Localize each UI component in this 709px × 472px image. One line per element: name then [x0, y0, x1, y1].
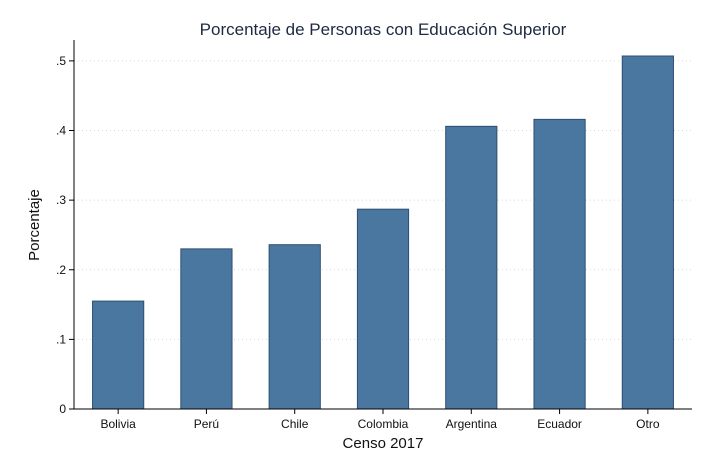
- bars: [92, 55, 674, 410]
- y-tick-label: .1: [56, 332, 66, 346]
- y-axis-ticks: 0 .1 .2 .3 .4 .5: [56, 54, 74, 416]
- y-tick-label: .4: [56, 124, 66, 138]
- x-tick-label: Chile: [281, 417, 309, 431]
- x-tick-label: Bolivia: [100, 417, 136, 431]
- x-tick-label: Colombia: [358, 417, 409, 431]
- chart-title: Porcentaje de Personas con Educación Sup…: [200, 20, 567, 39]
- x-axis-ticks: Bolivia Perú Chile Colombia Argentina Ecuador…: [100, 409, 660, 431]
- y-tick-label: .3: [56, 193, 66, 207]
- bar-bolivia: [92, 300, 145, 410]
- bar-perú: [180, 248, 233, 410]
- y-tick-label: .5: [56, 54, 66, 68]
- bar-otro: [621, 55, 674, 410]
- bar-ecuador: [533, 118, 586, 410]
- x-tick-label: Perú: [194, 417, 219, 431]
- y-axis-title: Porcentaje: [26, 189, 43, 261]
- bar-colombia: [356, 208, 410, 410]
- x-tick-label: Ecuador: [537, 417, 582, 431]
- x-axis-title: Censo 2017: [343, 435, 424, 452]
- bar-chile: [268, 244, 321, 410]
- x-tick-label: Otro: [636, 417, 660, 431]
- x-tick-label: Argentina: [446, 417, 498, 431]
- y-tick-label: 0: [59, 402, 66, 416]
- bar-argentina: [445, 125, 498, 410]
- y-tick-label: .2: [56, 263, 66, 277]
